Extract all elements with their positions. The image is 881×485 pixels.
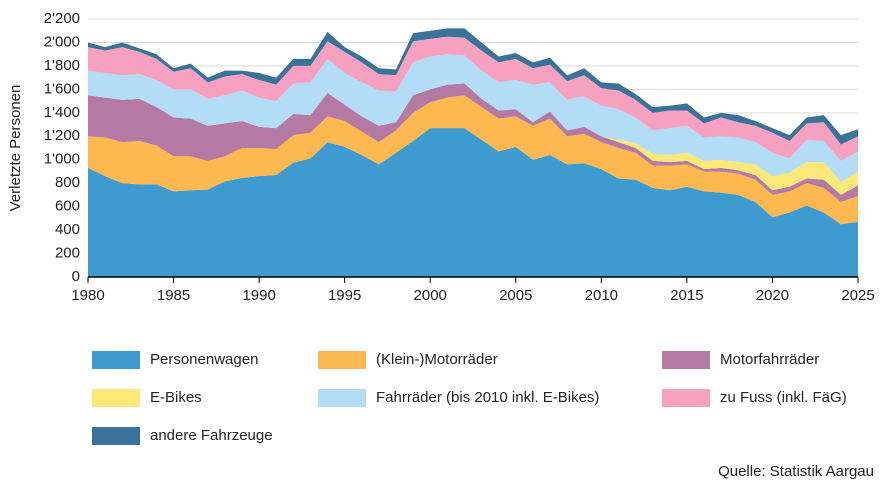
legend-label: (Klein-)Motorräder <box>376 351 498 368</box>
area <box>88 28 858 145</box>
x-tick-label: 2000 <box>414 287 447 304</box>
area <box>88 83 858 202</box>
legend-swatch <box>318 351 366 369</box>
area <box>88 83 858 195</box>
y-tick-label: 1'600 <box>44 80 80 97</box>
legend-label: E-Bikes <box>150 389 202 406</box>
y-tick-label: 800 <box>55 174 80 191</box>
y-tick-label: 200 <box>55 245 80 262</box>
y-tick-label: 2'200 <box>44 10 80 27</box>
x-tick-label: 1995 <box>328 287 361 304</box>
y-tick-label: 1'000 <box>44 151 80 168</box>
area <box>88 36 858 161</box>
area <box>88 54 858 183</box>
x-tick-label: 2015 <box>670 287 703 304</box>
y-tick-label: 1'400 <box>44 104 80 121</box>
legend-swatch <box>92 389 140 407</box>
y-tick-label: 1'800 <box>44 57 80 74</box>
y-tick-label: 0 <box>72 268 80 285</box>
y-tick-label: 2'000 <box>44 33 80 50</box>
x-tick-label: 1985 <box>157 287 190 304</box>
x-tick-label: 2020 <box>756 287 789 304</box>
y-tick-label: 1'200 <box>44 127 80 144</box>
legend-label: Personenwagen <box>150 351 258 368</box>
x-tick-label: 2025 <box>841 287 874 304</box>
legend-swatch <box>662 351 710 369</box>
legend-swatch <box>662 389 710 407</box>
y-tick-label: 600 <box>55 198 80 215</box>
source: Quelle: Statistik Aargau <box>718 463 874 480</box>
x-tick-label: 1990 <box>242 287 275 304</box>
x-tick-label: 2005 <box>499 287 532 304</box>
area <box>88 128 858 277</box>
legend-label: zu Fuss (inkl. FäG) <box>720 389 847 406</box>
legend-swatch <box>92 427 140 445</box>
legend-label: Fahrräder (bis 2010 inkl. E-Bikes) <box>376 389 599 406</box>
legend-label: Motorfahrräder <box>720 351 819 368</box>
y-axis-label: Verletzte Personen <box>7 85 24 212</box>
legend-swatch <box>318 389 366 407</box>
legend-swatch <box>92 351 140 369</box>
x-tick-label: 1980 <box>71 287 104 304</box>
legend-label: andere Fahrzeuge <box>150 427 273 444</box>
y-tick-label: 400 <box>55 221 80 238</box>
area <box>88 95 858 225</box>
x-tick-label: 2010 <box>585 287 618 304</box>
